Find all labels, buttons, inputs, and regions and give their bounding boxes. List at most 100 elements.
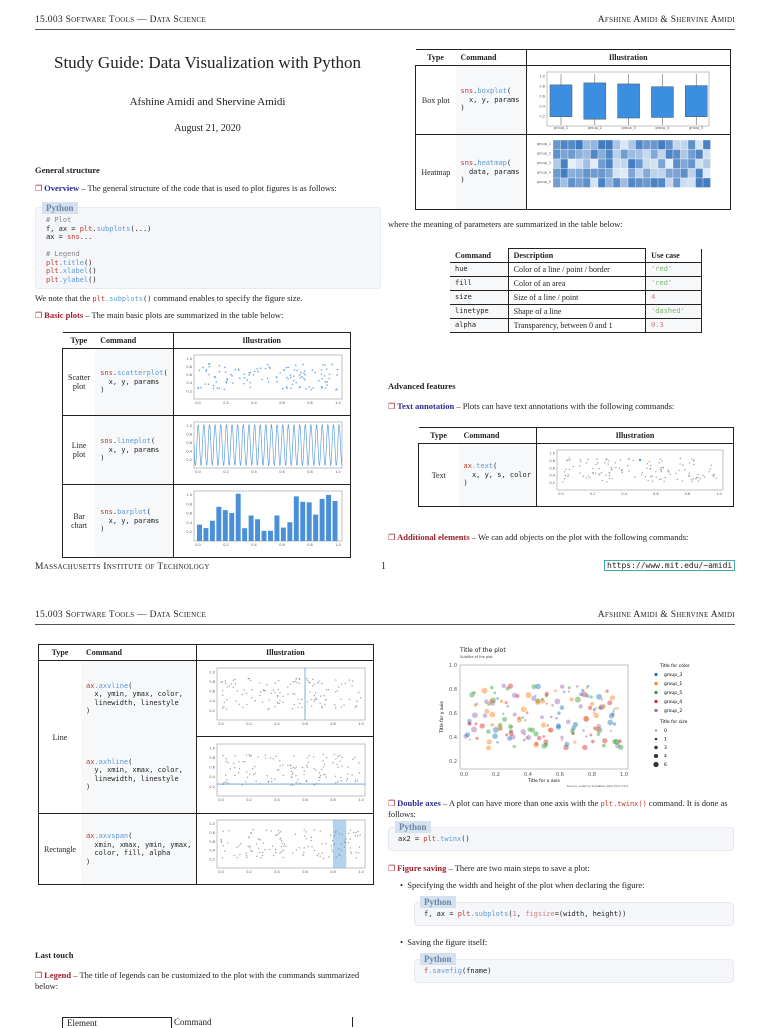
data-point	[349, 678, 351, 681]
data-point	[236, 846, 238, 849]
data-point	[618, 467, 621, 470]
data-point	[248, 372, 250, 374]
x-tick-label: 0.2	[247, 870, 253, 874]
plot-frame	[546, 71, 709, 127]
data-point	[305, 831, 307, 833]
legend-size-marker	[654, 737, 658, 741]
col-element: Element	[62, 1017, 172, 1028]
bar	[293, 496, 299, 541]
heatmap-cell	[619, 139, 628, 150]
data-point	[326, 381, 328, 383]
data-point	[554, 698, 561, 705]
col-description: Description	[508, 248, 647, 263]
header-right: Afshine Amidi & Shervine Amidi	[597, 15, 735, 25]
data-point	[325, 842, 328, 845]
additional-elements-table: Type Command Illustration Line ax.axvline( …	[37, 644, 375, 885]
data-point	[550, 715, 553, 719]
data-point	[347, 773, 350, 775]
heatmap-cell	[567, 158, 576, 169]
data-point	[225, 760, 228, 763]
data-point	[260, 378, 263, 381]
heatmap-cell	[619, 158, 628, 169]
code-line: plt.xlabel()	[46, 267, 151, 276]
vertical-span	[333, 820, 347, 868]
data-point	[279, 702, 281, 704]
data-point	[306, 766, 309, 768]
data-point	[581, 691, 588, 698]
legend-label: group_1	[664, 681, 682, 687]
param-row: alpha Transparency, between 0 and 1 0.3	[450, 318, 702, 333]
data-point	[512, 744, 516, 749]
heatmap-cell	[582, 149, 591, 160]
data-point	[242, 693, 244, 695]
heatmap-cell	[642, 168, 651, 179]
code-block-savefig: f.savefig(fname)	[414, 959, 734, 983]
data-point	[634, 476, 636, 478]
data-point	[486, 745, 491, 751]
x-tick-label: 0.8	[307, 543, 313, 547]
data-point	[222, 754, 225, 757]
data-point	[235, 699, 238, 702]
data-point	[662, 467, 665, 469]
data-point	[505, 686, 510, 691]
data-point	[332, 850, 335, 853]
data-point	[330, 834, 332, 836]
heatmap-cell	[589, 149, 598, 160]
data-point	[199, 386, 202, 389]
heatmap-illustration: group_1 group_2 group_3 group_4 group_5	[536, 139, 711, 188]
data-point	[546, 724, 550, 727]
data-point	[243, 688, 246, 691]
data-point	[468, 738, 471, 741]
heatmap-cell	[702, 168, 711, 179]
header-left: 15.003 Software Tools — Data Science	[35, 15, 207, 25]
data-point	[268, 698, 271, 701]
bar	[274, 515, 280, 541]
y-tick-label: 0.6	[186, 512, 192, 516]
data-point	[505, 733, 509, 737]
code-token: ax =	[46, 233, 68, 241]
heatmap-cell	[657, 168, 666, 179]
data-point	[289, 376, 292, 379]
legend-size-label: 0	[664, 728, 667, 734]
data-point	[544, 691, 549, 696]
heatmap-cell	[657, 149, 666, 160]
data-point	[608, 477, 611, 480]
x-tick-label: 0.2	[247, 798, 253, 802]
data-point	[252, 829, 255, 831]
data-point	[244, 761, 247, 763]
legend-size-label: 1	[664, 737, 667, 743]
data-point	[301, 706, 304, 708]
footer-link[interactable]: https://www.mit.edu/~amidi	[604, 560, 736, 571]
data-point	[474, 722, 478, 726]
page-title: Study Guide: Data Visualization with Pyt…	[53, 53, 361, 72]
heatmap-cell	[582, 168, 591, 179]
data-point	[697, 480, 700, 482]
header-right-page2: Afshine Amidi & Shervine Amidi	[597, 610, 735, 620]
code-token: plt	[46, 258, 59, 267]
data-point	[334, 703, 336, 706]
code-line: ax = sns...	[46, 233, 151, 242]
data-point	[335, 690, 337, 693]
data-point	[337, 755, 339, 758]
data-point	[280, 831, 282, 833]
y-tick-label: 0.8	[539, 85, 545, 89]
col-illustration: Illustration	[172, 332, 351, 349]
data-point	[573, 740, 577, 744]
data-point	[264, 367, 266, 370]
x-tick-label: 0.4	[275, 722, 281, 726]
data-point	[595, 463, 597, 466]
data-point	[249, 755, 251, 757]
bar	[209, 520, 215, 541]
bar	[228, 512, 234, 541]
data-point	[222, 857, 224, 859]
data-point	[508, 729, 513, 734]
data-point	[295, 781, 298, 783]
x-tick-label: 0.0	[195, 543, 201, 547]
data-point	[354, 781, 357, 783]
data-point	[699, 478, 701, 480]
data-point	[207, 383, 210, 386]
data-point	[290, 784, 292, 786]
data-point	[297, 697, 300, 700]
data-point	[572, 732, 575, 735]
data-point	[249, 381, 251, 384]
